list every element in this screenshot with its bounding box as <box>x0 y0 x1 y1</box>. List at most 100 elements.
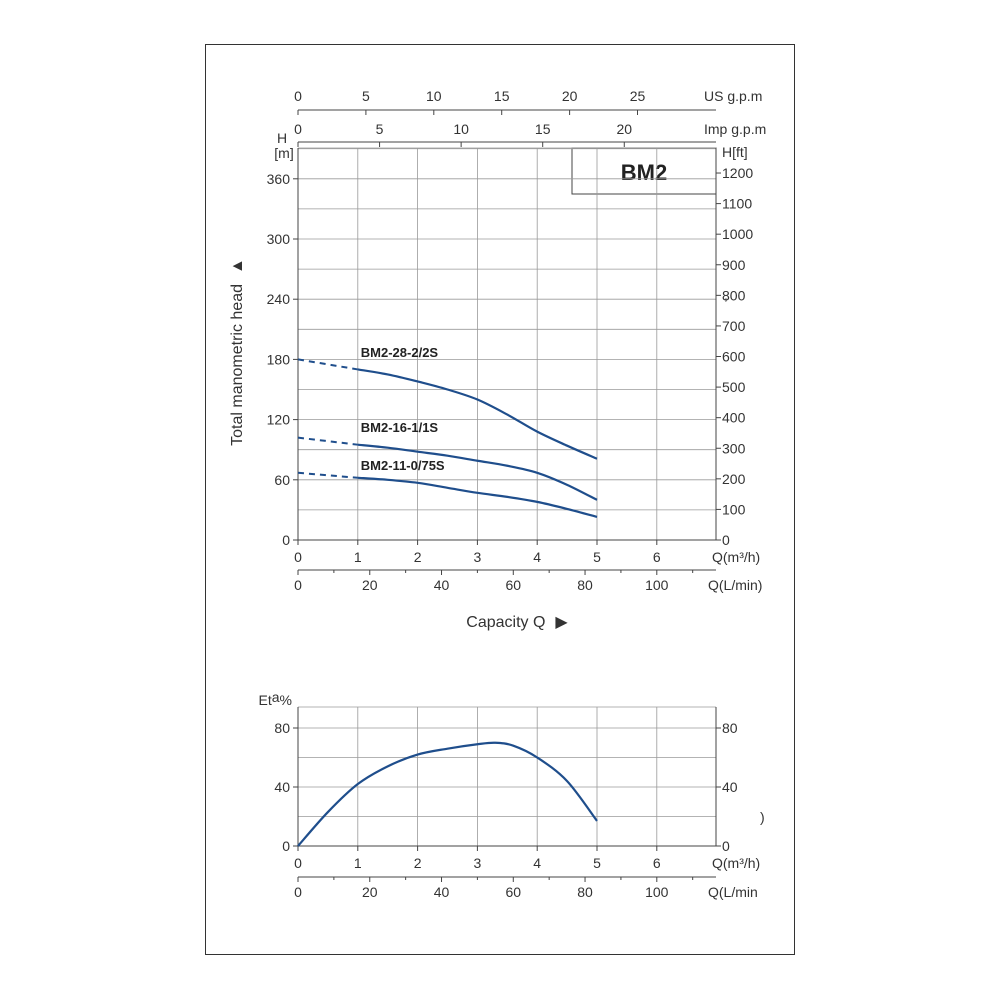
top-impgpm-tick-label: 15 <box>535 121 551 137</box>
head-left-tick-label: 60 <box>274 472 290 488</box>
head-x-m3h-tick-label: 4 <box>533 549 541 565</box>
top-usgpm-tick-label: 20 <box>562 88 578 104</box>
eta-x-m3h-tick-label: 3 <box>474 855 482 871</box>
top-usgpm-tick-label: 5 <box>362 88 370 104</box>
top-usgpm-tick-label: 25 <box>630 88 646 104</box>
head-right-tick-label: 600 <box>722 349 746 365</box>
top-usgpm-unit: US g.p.m <box>704 88 762 104</box>
head-x-lmin-unit: Q(L/min) <box>708 577 762 593</box>
curve-solid-2 <box>357 443 598 501</box>
eta-x-lmin-tick-label: 40 <box>434 884 450 900</box>
x-axis-title-arrow: ▶ <box>555 614 568 631</box>
head-x-lmin-tick-label: 20 <box>362 577 378 593</box>
eta-unit-a: a <box>272 689 280 705</box>
chart-frame <box>205 44 795 955</box>
eta-x-lmin-tick-label: 60 <box>505 884 521 900</box>
eta-x-lmin-tick-label: 100 <box>645 884 669 900</box>
head-right-tick-label: 200 <box>722 471 746 487</box>
eta-x-m3h-tick-label: 4 <box>533 855 541 871</box>
eta-x-m3h-tick-label: 1 <box>354 855 362 871</box>
head-right-tick-label: 900 <box>722 257 746 273</box>
top-usgpm-tick-label: 10 <box>426 88 442 104</box>
head-x-lmin-tick-label: 0 <box>294 577 302 593</box>
head-right-tick-label: 400 <box>722 410 746 426</box>
y-axis-title-group: Total manometric head ▲ <box>229 258 246 446</box>
eta-x-m3h-tick-label: 5 <box>593 855 601 871</box>
curve-solid-3 <box>357 476 598 518</box>
head-left-tick-label: 180 <box>267 351 291 367</box>
head-x-lmin-tick-label: 60 <box>505 577 521 593</box>
eta-x-m3h-tick-label: 6 <box>653 855 661 871</box>
chart-title-box: BM2 <box>571 147 717 195</box>
eta-x-lmin-tick-label: 20 <box>362 884 378 900</box>
head-x-m3h-tick-label: 1 <box>354 549 362 565</box>
x-axis-title: Capacity Q ▶ <box>466 614 568 631</box>
head-x-m3h-tick-label: 5 <box>593 549 601 565</box>
top-usgpm-tick-label: 15 <box>494 88 510 104</box>
top-impgpm-tick-label: 20 <box>616 121 632 137</box>
eta-unit: Eta% <box>259 689 292 708</box>
curve-solid-1 <box>357 368 598 460</box>
head-left-tick-label: 300 <box>267 231 291 247</box>
top-impgpm-tick-label: 10 <box>453 121 469 137</box>
head-x-lmin-tick-label: 100 <box>645 577 669 593</box>
chart-title: BM2 <box>621 160 667 185</box>
head-left-tick-label: 0 <box>282 532 290 548</box>
eta-right-tick-label: 80 <box>722 720 738 736</box>
curve-label-2: BM2-16-1/1S <box>361 420 439 435</box>
head-right-tick-label: 1200 <box>722 165 753 181</box>
eta-x-lmin-tick-label: 0 <box>294 884 302 900</box>
head-x-m3h-tick-label: 6 <box>653 549 661 565</box>
curve-dashed-1 <box>297 358 358 371</box>
eta-left-tick-label: 80 <box>274 720 290 736</box>
head-left-tick-label: 120 <box>267 412 291 428</box>
top-impgpm-unit: Imp g.p.m <box>704 121 766 137</box>
head-right-tick-label: 1000 <box>722 226 753 242</box>
y-left-unit: H [m] <box>274 130 293 161</box>
eta-right-stray-paren: ) <box>760 809 765 825</box>
head-right-tick-label: 100 <box>722 501 746 517</box>
curve-label-1: BM2-28-2/2S <box>361 345 439 360</box>
eta-right-tick-label: 40 <box>722 779 738 795</box>
eta-x-m3h-tick-label: 0 <box>294 855 302 871</box>
right-axis-stray-comma: , <box>724 287 728 303</box>
head-left-tick-label: 360 <box>267 171 291 187</box>
y-axis-title-arrow: ▲ <box>229 258 246 274</box>
top-impgpm-tick-label: 5 <box>376 121 384 137</box>
eta-x-m3h-tick-label: 2 <box>414 855 422 871</box>
head-x-m3h-unit: Q(m³/h) <box>712 549 760 565</box>
curve-dashed-2 <box>297 436 358 446</box>
y-right-unit: H[ft] <box>722 144 748 160</box>
head-x-lmin-tick-label: 40 <box>434 577 450 593</box>
top-impgpm-tick-label: 0 <box>294 121 302 137</box>
eta-unit-et: Et <box>259 692 272 708</box>
chart-dynamic-layer: 0601201802403003600100200300400500600700… <box>267 88 767 900</box>
x-axis-title-text: Capacity Q <box>466 614 545 631</box>
head-right-tick-label: 500 <box>722 379 746 395</box>
y-left-unit-bracket: [m] <box>274 145 293 161</box>
y-left-unit-symbol: H <box>277 130 287 146</box>
head-x-m3h-tick-label: 3 <box>474 549 482 565</box>
head-right-tick-label: 1100 <box>722 196 752 212</box>
eta-x-lmin-unit: Q(L/min <box>708 884 758 900</box>
head-x-m3h-tick-label: 2 <box>414 549 422 565</box>
head-x-lmin-tick-label: 80 <box>577 577 593 593</box>
head-right-tick-label: 800 <box>722 287 746 303</box>
y-axis-title-text: Total manometric head <box>229 284 246 446</box>
eta-left-tick-label: 40 <box>274 779 290 795</box>
eta-x-m3h-unit: Q(m³/h) <box>712 855 760 871</box>
top-usgpm-tick-label: 0 <box>294 88 302 104</box>
eta-curve <box>297 741 598 847</box>
head-right-tick-label: 0 <box>722 532 730 548</box>
eta-left-tick-label: 0 <box>282 838 290 854</box>
head-right-tick-label: 700 <box>722 318 746 334</box>
head-x-m3h-tick-label: 0 <box>294 549 302 565</box>
head-right-tick-label: 300 <box>722 440 746 456</box>
curve-label-3: BM2-11-0/75S <box>361 458 445 473</box>
y-axis-title: Total manometric head ▲ <box>229 258 246 446</box>
curve-dashed-3 <box>297 471 358 479</box>
eta-unit-pct: % <box>280 692 292 708</box>
eta-x-lmin-tick-label: 80 <box>577 884 593 900</box>
head-left-tick-label: 240 <box>267 291 291 307</box>
